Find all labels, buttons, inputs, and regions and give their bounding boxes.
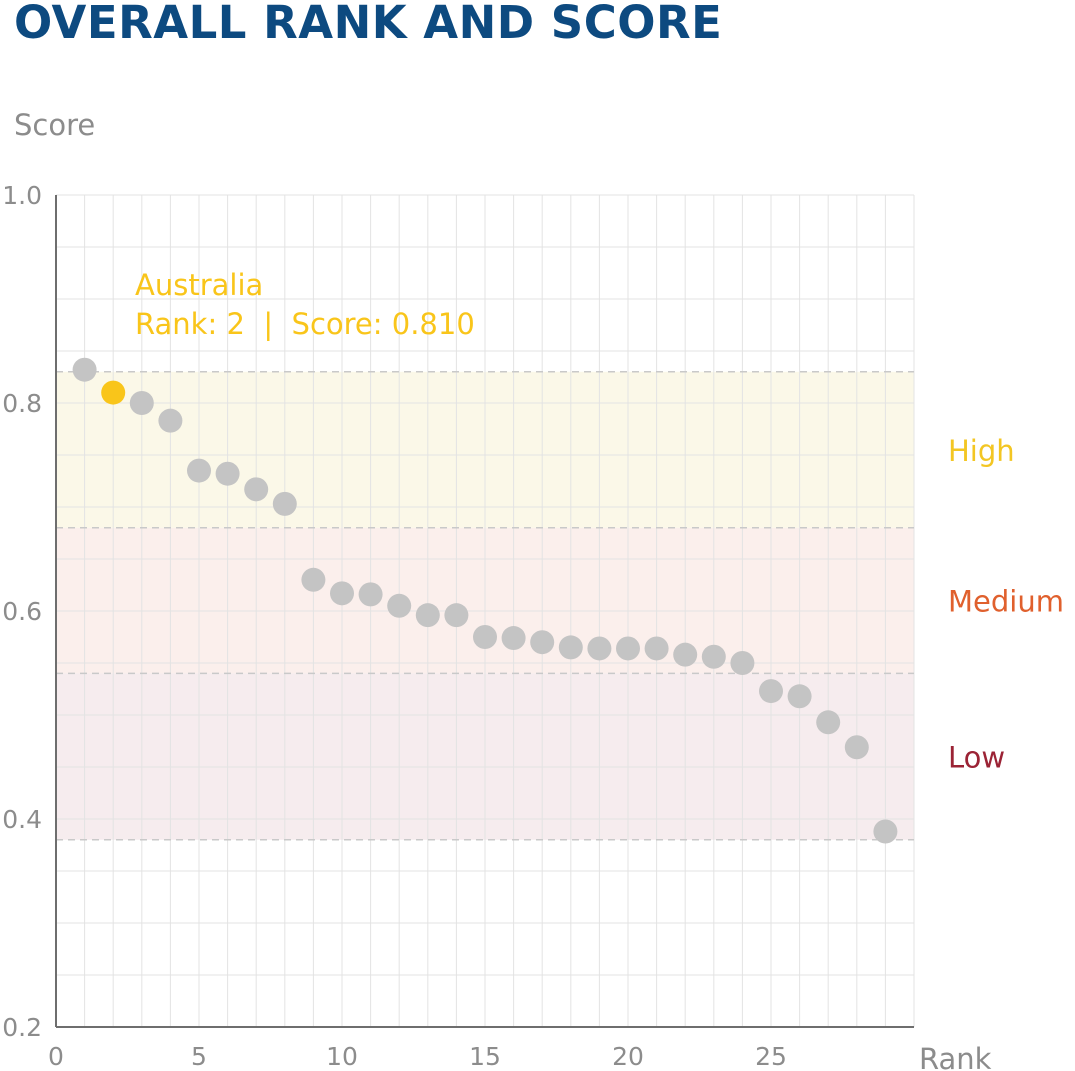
data-point	[616, 636, 640, 661]
data-point	[701, 644, 726, 669]
data-point	[873, 819, 898, 844]
data-point	[501, 626, 526, 651]
data-point	[301, 567, 326, 592]
data-point	[358, 582, 383, 607]
chart-labels: High Medium Low Australia Rank: 2 | Score: 0…	[135, 268, 1064, 775]
data-point	[673, 642, 698, 667]
y-axis-title: Score	[14, 108, 95, 142]
y-tick-label: 0.2	[2, 1013, 42, 1042]
y-tick-label: 0.6	[2, 597, 42, 626]
highlight-detail: Rank: 2 | Score: 0.810	[135, 307, 475, 341]
band-boundaries	[56, 371, 914, 841]
data-point	[530, 630, 555, 655]
data-point	[387, 593, 412, 618]
data-point	[415, 603, 440, 628]
data-point	[816, 710, 841, 735]
x-tick-label: 0	[48, 1042, 64, 1071]
data-point	[759, 679, 783, 704]
data-point	[473, 625, 497, 649]
page-title: OVERALL RANK AND SCORE	[14, 0, 723, 49]
band-label-medium: Medium	[948, 585, 1064, 619]
data-point	[244, 477, 269, 502]
highlight-name: Australia	[135, 268, 263, 302]
y-tick-label: 0.4	[2, 805, 42, 834]
data-point	[787, 684, 812, 709]
y-tick-label: 1.0	[2, 181, 42, 210]
data-point	[129, 391, 154, 415]
data-point	[730, 651, 755, 675]
data-point	[158, 408, 183, 433]
axes: 0.2 0.4 0.6 0.8 1.0 0 5 10 15 20 25 Score Rank	[2, 108, 991, 1071]
data-point	[72, 357, 97, 382]
data-point	[444, 603, 469, 628]
data-point	[587, 636, 612, 661]
x-tick-label: 15	[469, 1042, 501, 1071]
x-tick-label: 20	[612, 1042, 644, 1071]
data-point	[644, 636, 669, 661]
x-tick-label: 5	[191, 1042, 207, 1071]
data-point	[844, 735, 869, 760]
data-points	[72, 357, 898, 844]
data-point	[330, 581, 354, 606]
data-point	[187, 458, 211, 483]
y-tick-label: 0.8	[2, 389, 42, 418]
band-label-high: High	[948, 434, 1015, 468]
data-point	[558, 635, 583, 660]
x-tick-label: 10	[326, 1042, 358, 1071]
data-point	[272, 491, 297, 516]
highlighted-point	[101, 380, 126, 405]
data-point	[215, 461, 240, 486]
x-axis-title: Rank	[919, 1042, 992, 1071]
band-label-low: Low	[948, 741, 1005, 775]
x-tick-label: 25	[755, 1042, 787, 1071]
